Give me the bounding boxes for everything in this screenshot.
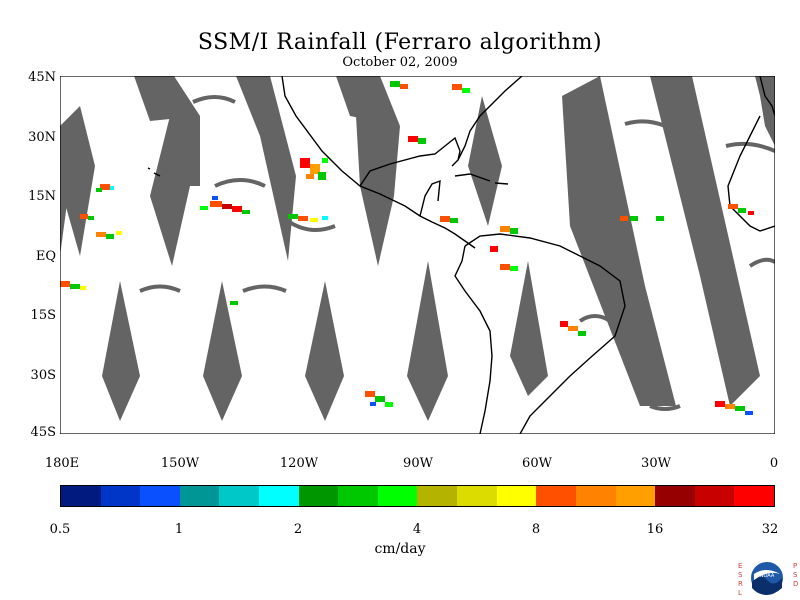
rain-patch [200,196,250,214]
map-title: SSM/I Rainfall (Ferraro algorithm) [197,30,603,55]
coast-hispaniola [494,182,509,185]
lat-label-30s: 30S [30,368,56,383]
logo-letters-esrl: E S R L [738,562,743,597]
gap-swath [203,281,242,421]
colorbar-tick: 0.5 [49,522,71,537]
colorbar-swatch [61,486,101,506]
lon-label-0: 0 [769,456,779,471]
rainfall-patches [60,81,754,415]
gap-arc [624,119,666,128]
gap-swath [150,116,190,266]
rain-patch [288,214,328,222]
gap-arc [748,257,775,268]
coast-south-america [464,233,626,434]
gap-arc [192,95,236,104]
gap-swath [760,96,775,146]
gap-swath [236,76,296,261]
colorbar-swatch [219,486,260,506]
colorbar-swatch [457,486,497,506]
rain-patch [365,391,393,407]
coast-gulf [359,136,461,187]
lon-label-150w: 150W [160,456,200,471]
map-date: October 02, 2009 [342,55,458,70]
colorbar-swatch [179,486,220,506]
gap-swath [407,261,448,421]
gap-swath [468,96,502,226]
lat-label-30n: 30N [28,130,56,145]
gap-swath [60,106,80,256]
lat-label-eq: EQ [35,249,56,264]
colorbar-swatch [140,486,180,506]
coast-cuba [454,173,491,182]
rain-patch [715,401,753,415]
coast-hawaii [147,167,161,177]
coast-south-america-west [454,245,493,434]
gap-swath [562,76,676,406]
gap-swath [650,76,760,406]
gap-arc [286,219,336,232]
logo-letters-psd: P S D [793,562,799,588]
colorbar-swatch [298,486,339,506]
coast-east-na [457,76,523,161]
colorbar-swatch [536,486,576,506]
lat-label-45n: 45N [28,70,56,85]
lon-label-180e: 180E [44,456,80,471]
lon-label-120w: 120W [279,456,319,471]
lon-label-90w: 90W [403,456,433,471]
colorbar-tick: 1 [174,522,184,537]
gap-swath [336,76,400,126]
rain-patch [96,184,114,192]
colorbar-swatch [496,486,537,506]
gap-swath [510,261,548,396]
gap-arc [649,404,681,411]
colorbar-swatch [575,486,616,506]
gap-swath [305,281,344,421]
rain-patch [80,214,122,239]
colorbar [60,485,775,507]
rain-patch [656,204,754,221]
colorbar-tick: 8 [531,522,541,537]
colorbar-swatch [417,486,458,506]
gap-swath [102,281,140,421]
colorbar-tick: 32 [761,522,779,537]
coast-yucatan [419,179,441,217]
rain-patch [440,216,518,271]
gap-arc [578,314,612,323]
gap-arc [725,141,775,153]
lat-label-15n: 15N [28,189,56,204]
rain-patch [560,216,638,336]
colorbar-swatch [615,486,656,506]
gap-swath [356,116,400,266]
rain-patch [300,158,328,180]
colorbar-tick: 4 [412,522,422,537]
colorbar-swatch [338,486,378,506]
colorbar-swatch [259,486,299,506]
colorbar-tick: 2 [293,522,303,537]
colorbar-tick: 16 [646,522,664,537]
gap-arc [242,284,287,293]
gap-arc [139,284,181,293]
colorbar-swatch [655,486,695,506]
colorbar-swatch [100,486,141,506]
coastlines [147,76,775,434]
gap-arc [214,178,266,188]
svg-text:NOAA: NOAA [760,573,775,579]
coast-africa [727,115,775,232]
colorbar-swatch [734,486,774,506]
rain-patch [390,81,470,144]
lat-label-45s: 45S [30,425,56,440]
lon-label-30w: 30W [641,456,671,471]
colorbar-swatch [377,486,418,506]
rain-patch [60,281,238,305]
rainfall-map [60,76,775,434]
lat-label-15s: 15S [30,308,56,323]
coast-europe [759,76,775,117]
coast-north-america [281,76,476,249]
gap-swath [134,76,200,121]
colorbar-swatch [694,486,735,506]
lon-label-60w: 60W [522,456,552,471]
colorbar-units: cm/day [374,541,426,557]
noaa-logo-icon: NOAA [749,560,785,596]
